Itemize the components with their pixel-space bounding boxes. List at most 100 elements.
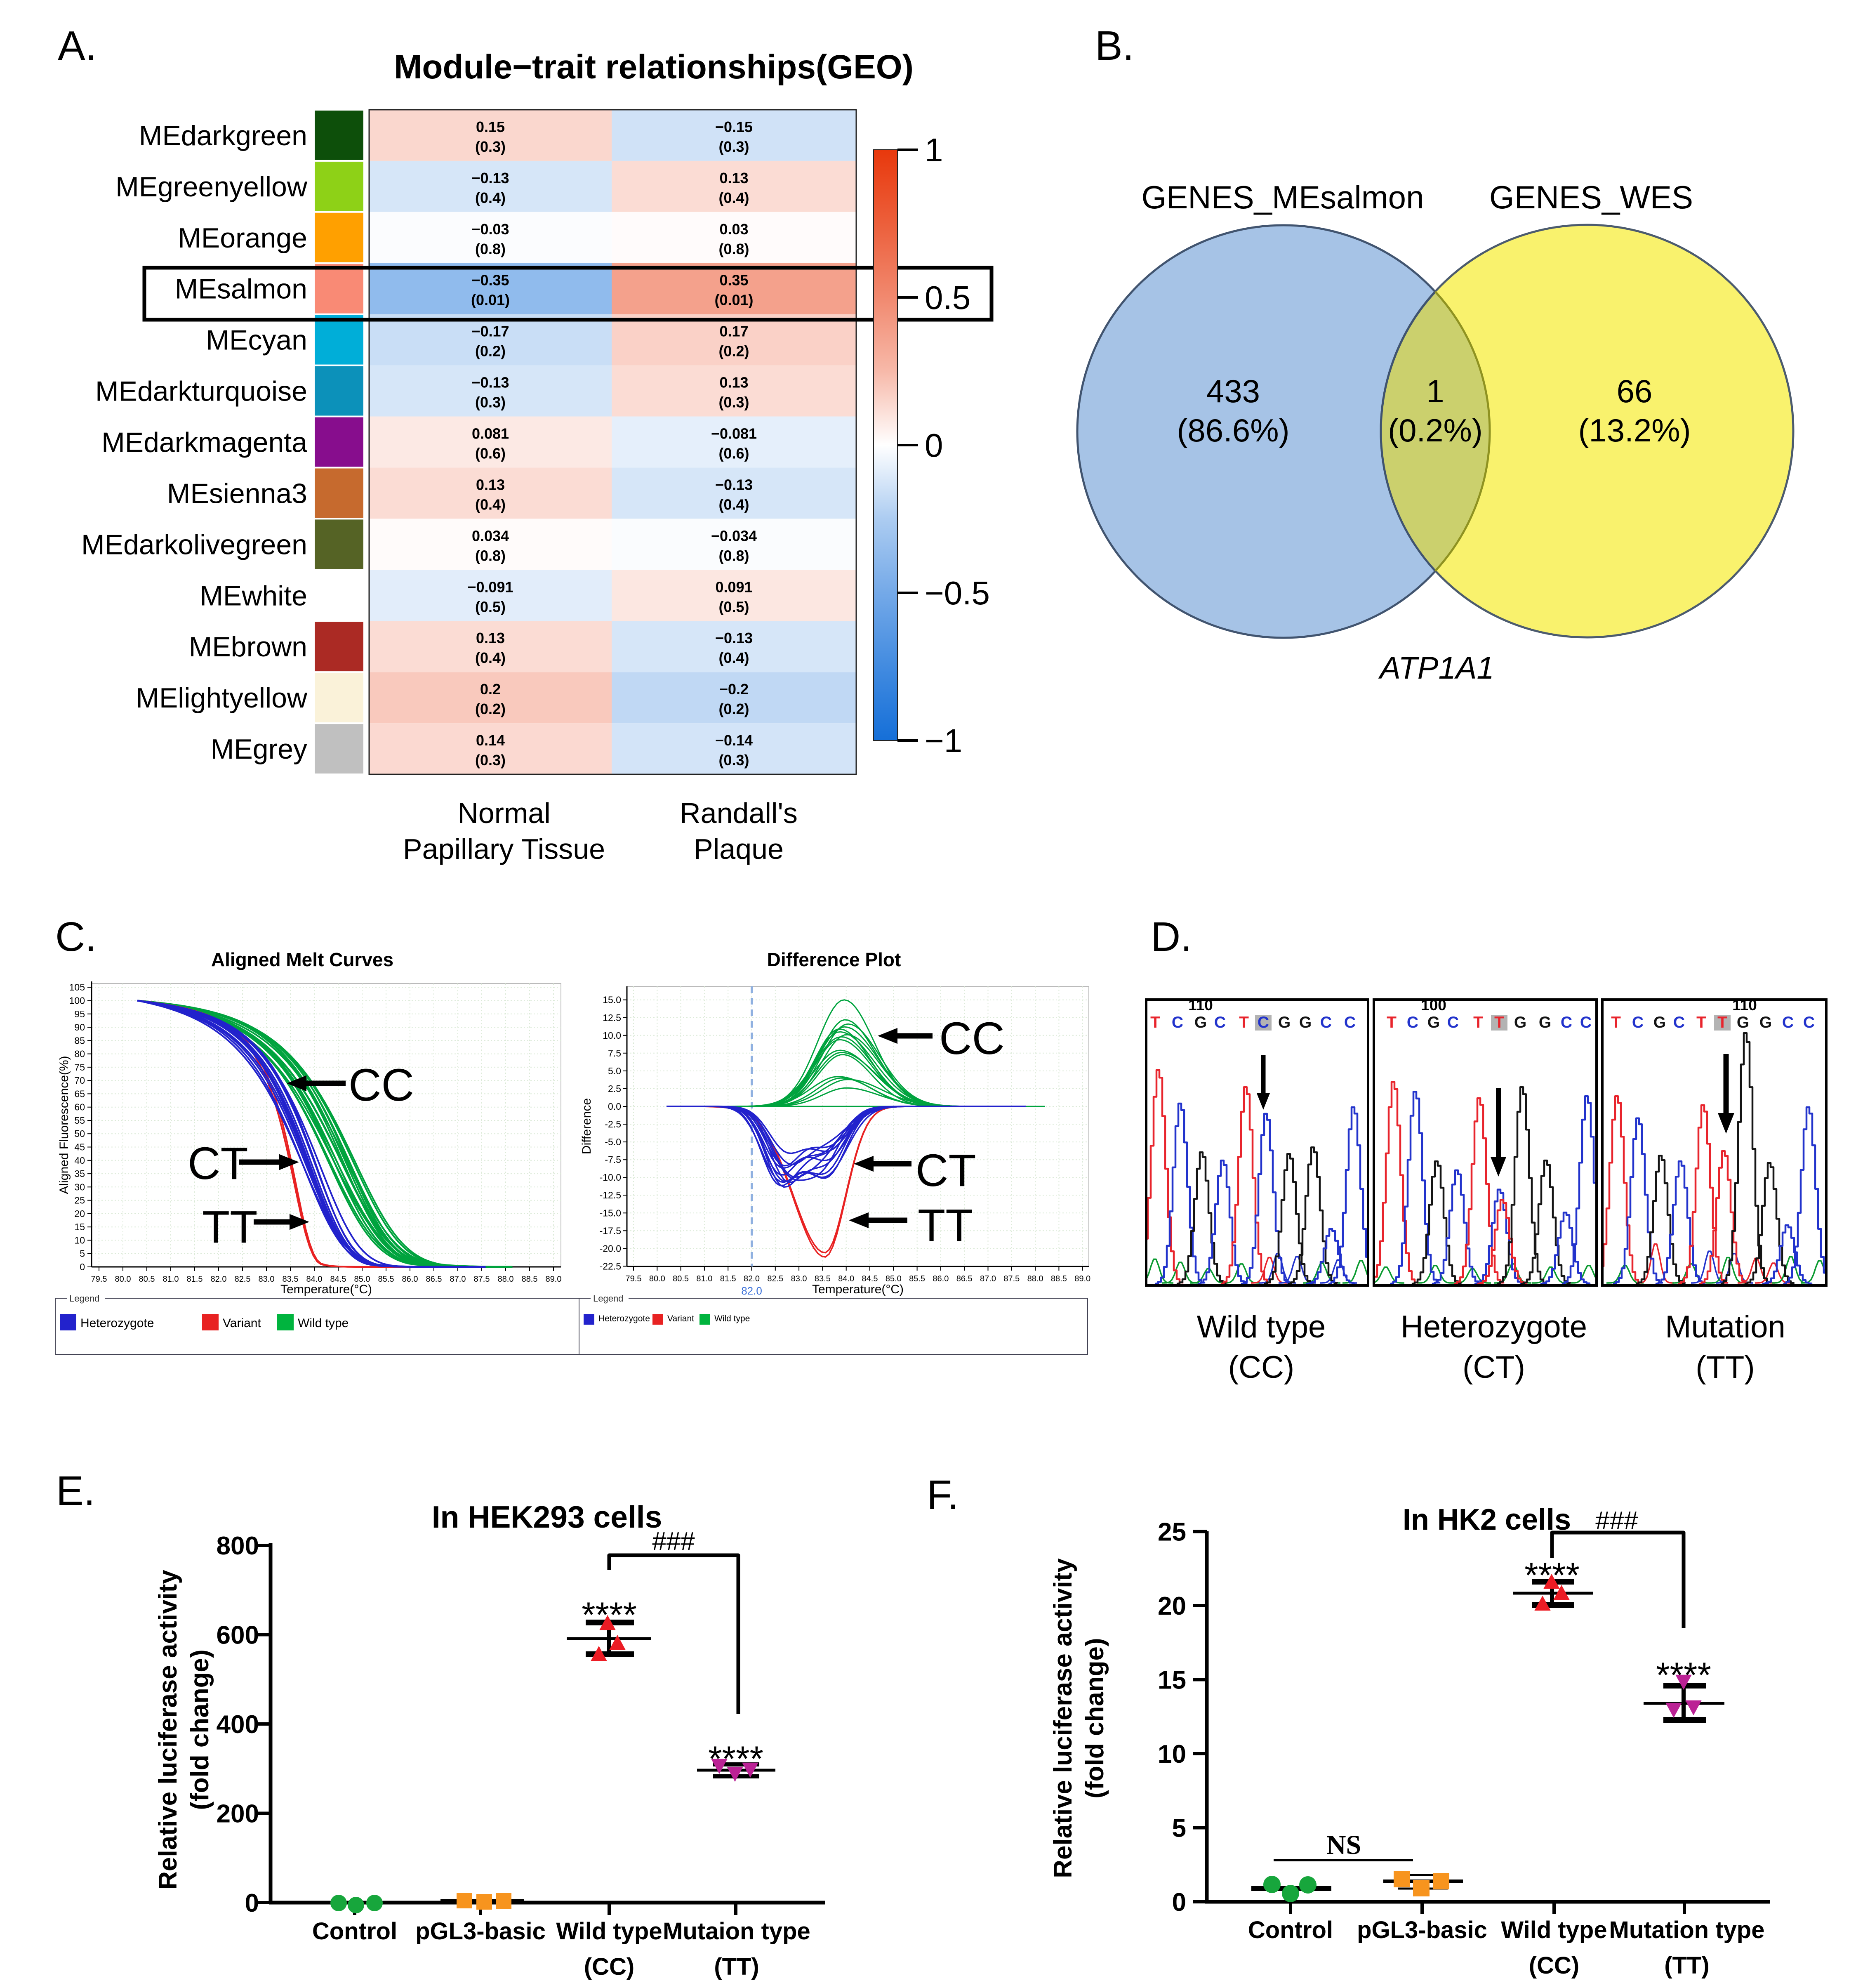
- svg-text:GENES_MEsalmon: GENES_MEsalmon: [1142, 179, 1424, 215]
- svg-text:GENES_WES: GENES_WES: [1489, 179, 1693, 215]
- svg-text:Relative luciferase activity: Relative luciferase activity: [1049, 1558, 1077, 1878]
- svg-text:T: T: [1239, 1014, 1249, 1031]
- svg-text:0: 0: [925, 427, 943, 464]
- svg-text:(0.3): (0.3): [475, 138, 506, 155]
- svg-text:-2.5: -2.5: [605, 1119, 621, 1130]
- svg-text:−1: −1: [925, 722, 962, 759]
- svg-text:CC: CC: [939, 1013, 1005, 1064]
- svg-text:(13.2%): (13.2%): [1578, 412, 1691, 448]
- svg-text:T: T: [1494, 1014, 1504, 1031]
- svg-text:0.13: 0.13: [719, 374, 748, 391]
- svg-text:C: C: [1258, 1014, 1269, 1031]
- svg-text:NS: NS: [1326, 1830, 1361, 1860]
- svg-text:In HK2 cells: In HK2 cells: [1403, 1503, 1571, 1536]
- svg-text:ATP1A1: ATP1A1: [1378, 651, 1494, 686]
- svg-text:(0.4): (0.4): [475, 496, 506, 513]
- svg-text:15: 15: [1158, 1666, 1186, 1695]
- svg-text:(0.4): (0.4): [718, 496, 749, 513]
- svg-text:(0.5): (0.5): [475, 598, 506, 615]
- svg-text:(fold change): (fold change): [1081, 1638, 1109, 1798]
- svg-text:G: G: [1299, 1014, 1312, 1031]
- svg-text:50: 50: [74, 1128, 85, 1139]
- svg-text:87.5: 87.5: [1003, 1274, 1020, 1283]
- svg-text:Wild type: Wild type: [714, 1314, 750, 1323]
- svg-text:In HEK293 cells: In HEK293 cells: [432, 1500, 662, 1534]
- svg-text:100: 100: [69, 995, 85, 1006]
- svg-text:Mutation type: Mutation type: [1609, 1917, 1765, 1943]
- svg-text:G: G: [1278, 1014, 1291, 1031]
- svg-text:−0.13: −0.13: [471, 170, 509, 186]
- svg-text:0.081: 0.081: [472, 425, 509, 442]
- svg-text:(0.3): (0.3): [718, 394, 749, 411]
- svg-text:Wild type: Wild type: [556, 1918, 662, 1945]
- svg-text:Wild type: Wild type: [1501, 1917, 1607, 1943]
- svg-text:89.0: 89.0: [546, 1275, 562, 1284]
- svg-text:CT: CT: [188, 1138, 248, 1189]
- svg-text:−0.13: −0.13: [471, 374, 509, 391]
- svg-text:82.0: 82.0: [741, 1285, 762, 1297]
- svg-text:Plaque: Plaque: [694, 833, 784, 865]
- svg-text:0.13: 0.13: [719, 170, 748, 186]
- svg-text:10: 10: [74, 1235, 85, 1245]
- svg-text:85.0: 85.0: [354, 1275, 370, 1284]
- svg-text:81.0: 81.0: [696, 1274, 712, 1283]
- svg-text:-12.5: -12.5: [600, 1190, 621, 1200]
- svg-text:(0.8): (0.8): [475, 547, 506, 564]
- svg-text:10: 10: [1158, 1740, 1186, 1769]
- svg-text:T: T: [1611, 1014, 1621, 1031]
- svg-text:86.5: 86.5: [426, 1275, 442, 1284]
- svg-text:C: C: [1344, 1014, 1356, 1031]
- svg-text:84.5: 84.5: [330, 1275, 346, 1284]
- svg-text:(0.6): (0.6): [718, 445, 749, 462]
- svg-text:G: G: [1539, 1014, 1551, 1031]
- svg-text:Wild type: Wild type: [1197, 1309, 1326, 1344]
- svg-text:(0.8): (0.8): [475, 241, 506, 257]
- svg-text:85.5: 85.5: [909, 1274, 925, 1283]
- svg-text:20: 20: [74, 1208, 85, 1219]
- svg-text:MEwhite: MEwhite: [200, 580, 307, 611]
- svg-text:(CC): (CC): [1529, 1952, 1579, 1979]
- svg-text:Control: Control: [312, 1918, 397, 1945]
- svg-text:MEbrown: MEbrown: [189, 631, 307, 663]
- svg-text:C: C: [1214, 1014, 1226, 1031]
- svg-text:(0.5): (0.5): [718, 598, 749, 615]
- svg-text:−0.13: −0.13: [715, 476, 753, 493]
- svg-text:(0.4): (0.4): [718, 189, 749, 206]
- svg-text:****: ****: [708, 1739, 763, 1779]
- svg-text:Temperature(°C): Temperature(°C): [812, 1283, 904, 1296]
- svg-text:81.5: 81.5: [187, 1275, 203, 1284]
- svg-text:G: G: [1653, 1014, 1666, 1031]
- svg-text:25: 25: [1158, 1518, 1186, 1547]
- svg-text:0.2: 0.2: [480, 681, 501, 698]
- svg-text:(0.3): (0.3): [718, 138, 749, 155]
- svg-text:79.5: 79.5: [626, 1274, 642, 1283]
- svg-text:C: C: [1407, 1014, 1418, 1031]
- svg-text:MEcyan: MEcyan: [206, 325, 307, 356]
- svg-text:86.5: 86.5: [956, 1274, 973, 1283]
- svg-text:89.0: 89.0: [1074, 1274, 1090, 1283]
- svg-text:MElightyellow: MElightyellow: [136, 682, 308, 714]
- svg-text:-10.0: -10.0: [600, 1172, 621, 1183]
- svg-text:T: T: [1473, 1014, 1483, 1031]
- svg-text:80.0: 80.0: [115, 1275, 131, 1284]
- svg-text:(0.01): (0.01): [714, 292, 753, 309]
- svg-text:84.0: 84.0: [306, 1275, 323, 1284]
- svg-text:-20.0: -20.0: [600, 1243, 621, 1254]
- svg-text:(TT): (TT): [1696, 1350, 1755, 1385]
- svg-text:(0.2%): (0.2%): [1388, 412, 1483, 448]
- svg-text:F.: F.: [927, 1472, 959, 1518]
- svg-text:45: 45: [74, 1142, 85, 1153]
- svg-text:25: 25: [74, 1195, 85, 1206]
- svg-text:-15.0: -15.0: [600, 1207, 621, 1218]
- svg-text:Randall's: Randall's: [680, 797, 798, 829]
- svg-text:Variant: Variant: [223, 1316, 261, 1330]
- svg-text:95: 95: [74, 1009, 85, 1019]
- svg-text:86.0: 86.0: [933, 1274, 949, 1283]
- svg-text:****: ****: [1656, 1655, 1711, 1695]
- svg-text:(CT): (CT): [1463, 1350, 1525, 1385]
- svg-text:Variant: Variant: [667, 1314, 694, 1323]
- svg-text:88.5: 88.5: [522, 1275, 538, 1284]
- svg-text:−0.081: −0.081: [711, 425, 757, 442]
- svg-text:(0.4): (0.4): [718, 649, 749, 666]
- svg-text:D.: D.: [1151, 914, 1192, 960]
